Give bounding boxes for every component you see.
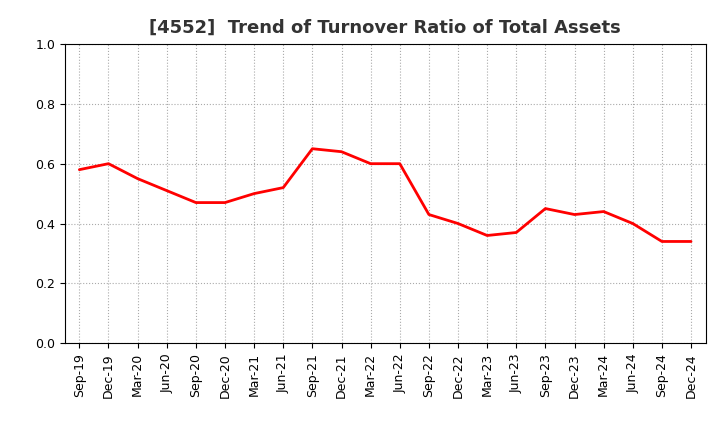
- Title: [4552]  Trend of Turnover Ratio of Total Assets: [4552] Trend of Turnover Ratio of Total …: [149, 19, 621, 37]
